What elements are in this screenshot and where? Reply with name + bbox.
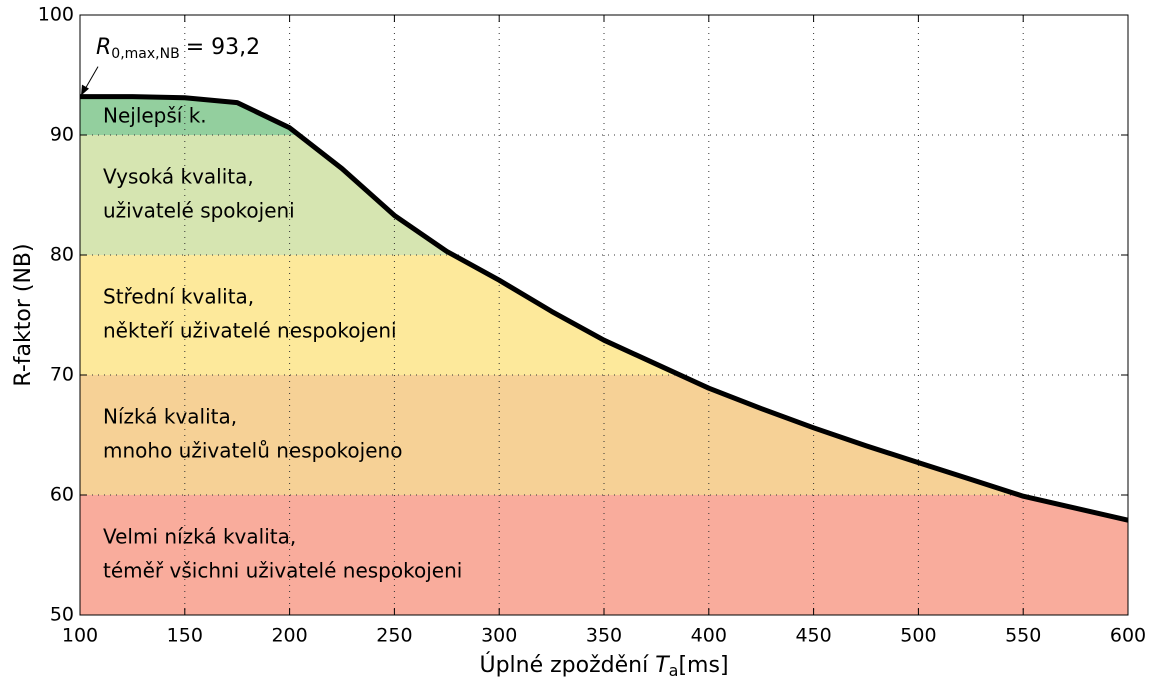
y-tick-label: 70	[50, 364, 74, 386]
annotation-symbol: R	[96, 35, 111, 60]
annotation-subscript: 0,max,NB	[111, 46, 179, 62]
band-label: mnoho uživatelů nespokojeno	[103, 439, 402, 463]
y-tick-label: 100	[38, 4, 74, 26]
y-tick-label: 80	[50, 244, 74, 266]
band-label: někteří uživatelé nespokojeni	[103, 319, 397, 343]
band-label: Nízká kvalita,	[103, 405, 237, 429]
x-tick-label: 150	[167, 625, 203, 647]
x-label-subscript: a	[669, 661, 679, 680]
plot-frame	[79, 14, 1129, 616]
band-label: Střední kvalita,	[103, 285, 254, 309]
x-tick-label: 300	[481, 625, 517, 647]
band-label: uživatelé spokojeni	[103, 199, 295, 223]
r-factor-curve	[80, 94, 1129, 523]
x-tick-label: 450	[795, 625, 831, 647]
x-tick-label: 100	[62, 625, 98, 647]
band-label: Nejlepší k.	[103, 103, 207, 127]
annotation: R0,max,NB = 93,2	[96, 35, 260, 62]
x-axis-label: Úplné zpoždění Ta[ms]	[479, 652, 728, 680]
x-tick-label: 200	[271, 625, 307, 647]
annotation-arrowhead	[81, 84, 89, 96]
x-label-symbol: T	[655, 653, 670, 678]
y-tick-label: 50	[50, 604, 74, 626]
band-label: Vysoká kvalita,	[103, 165, 254, 189]
y-tick-label: 60	[50, 484, 74, 506]
band-label: téměř všichni uživatelé nespokojeni	[103, 559, 462, 583]
x-tick-label: 350	[586, 625, 622, 647]
x-label-unit: [ms]	[678, 653, 728, 678]
y-tick-label: 90	[50, 124, 74, 146]
x-tick-label: 250	[376, 625, 412, 647]
x-tick-label: 600	[1110, 625, 1146, 647]
annotation-text: = 93,2	[186, 35, 260, 60]
x-tick-label: 500	[900, 625, 936, 647]
x-label-text: Úplné zpoždění	[479, 652, 649, 678]
x-tick-label: 550	[1005, 625, 1041, 647]
band-label: Velmi nízká kvalita,	[103, 525, 296, 549]
y-axis-label: R-faktor (NB)	[11, 243, 36, 386]
x-tick-label: 400	[691, 625, 727, 647]
